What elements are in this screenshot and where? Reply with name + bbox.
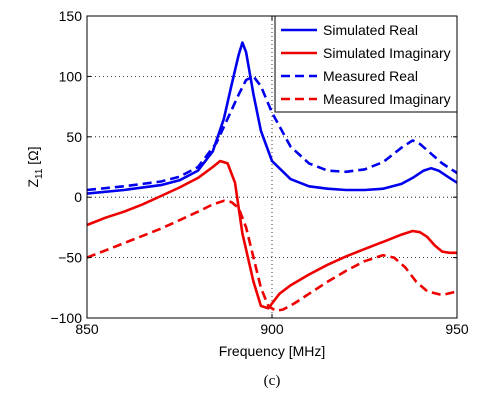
legend-box [274,15,458,113]
series-line [86,75,458,192]
y-axis-label-main: Z [25,179,41,188]
y-tick-label: −100 [50,310,82,326]
legend-entry-label: Simulated Imaginary [323,45,451,61]
y-axis-label: Z11 [Ω] [25,146,45,187]
legend: Simulated Real Simulated Imaginary Measure… [274,15,458,113]
x-tick-label: 850 [75,321,99,337]
legend-entry-label: Simulated Real [323,22,418,38]
figure-caption: (c) [264,373,281,389]
series-line [86,41,458,195]
legend-entry-label: Measured Imaginary [323,91,451,107]
x-tick-label: 900 [260,321,284,337]
y-tick-label: 100 [59,68,83,84]
series-lines [86,41,458,313]
legend-entry-label: Measured Real [323,68,418,84]
y-axis-label-unit: [Ω] [25,146,41,168]
y-tick-label: −50 [58,250,82,266]
y-axis-label-subscript: 11 [34,168,45,179]
x-tick-label: 950 [445,321,469,337]
series-line [86,159,457,310]
y-tick-label: 50 [66,129,82,145]
y-tick-label: 0 [74,189,82,205]
x-axis-label: Frequency [MHz] [219,343,326,359]
series-line [86,199,458,313]
y-tick-label: 150 [59,8,83,24]
